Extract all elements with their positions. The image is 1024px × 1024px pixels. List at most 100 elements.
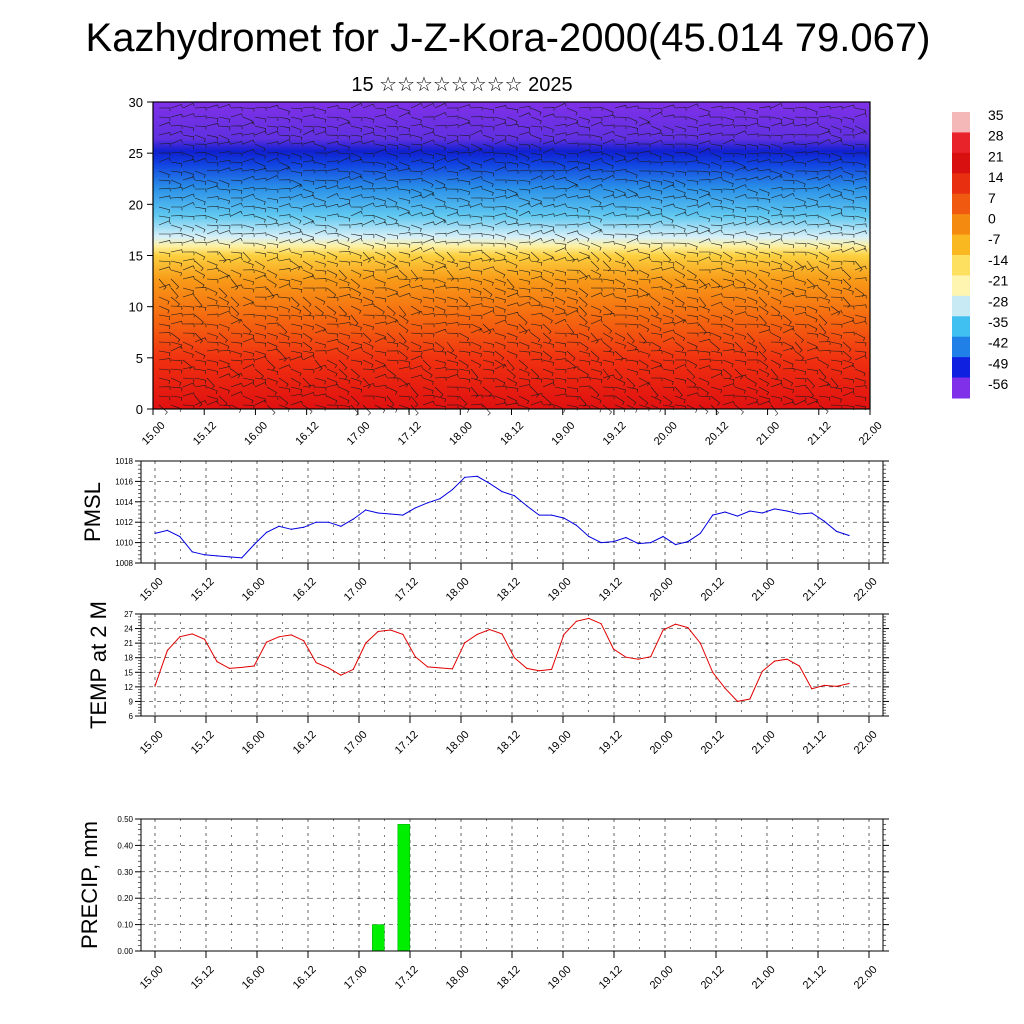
heatmap-x-tick-label: 17.12 <box>396 420 424 448</box>
data-point <box>674 544 677 546</box>
data-point <box>786 510 788 512</box>
data-point <box>798 513 801 515</box>
panel-frame <box>140 818 884 952</box>
data-point <box>241 557 243 559</box>
data-point <box>389 513 392 515</box>
y-axis-label: PRECIP, mm <box>77 821 102 949</box>
x-tick-label: 21.00 <box>750 964 778 992</box>
x-tick-label: 20.00 <box>648 576 676 604</box>
data-point <box>216 661 218 663</box>
heatmap-y-tick-label: 30 <box>129 95 143 110</box>
data-point <box>303 526 305 528</box>
data-point <box>203 554 206 556</box>
data-point <box>550 668 553 670</box>
x-tick-label: 18.12 <box>495 576 523 604</box>
data-point <box>377 512 379 514</box>
temperature-heatmap <box>153 102 870 409</box>
data-point <box>228 556 230 558</box>
data-point <box>811 512 813 514</box>
x-tick-label: 22.00 <box>852 729 880 757</box>
colorbar-swatch <box>952 377 970 399</box>
data-point <box>662 535 664 538</box>
x-tick-label: 18.00 <box>444 964 472 992</box>
x-tick-label: 18.12 <box>495 729 523 757</box>
data-point <box>265 641 268 643</box>
data-point <box>637 543 639 545</box>
data-point <box>290 634 292 636</box>
data-point <box>637 658 639 660</box>
x-tick-label: 20.12 <box>699 964 727 992</box>
colorbar-label: 14 <box>988 169 1004 185</box>
pmsl-panel: 15.00 15.12 16.00 16.12 17.00 17.12 18.00 18.12… <box>80 457 889 604</box>
data-point <box>241 666 243 669</box>
data-point <box>761 670 763 672</box>
data-point <box>724 687 726 689</box>
data-point <box>278 525 280 527</box>
colorbar-label: 7 <box>988 190 996 206</box>
x-tick-label: 16.12 <box>291 964 319 992</box>
x-tick-label: 20.00 <box>648 964 676 992</box>
data-point <box>253 544 255 546</box>
x-tick-label: 15.00 <box>138 964 166 992</box>
x-tick-label: 22.00 <box>852 964 880 992</box>
data-point <box>774 508 776 510</box>
data-point <box>513 657 515 659</box>
x-tick-label: 15.00 <box>138 729 166 757</box>
chart-title: Kazhydromet for J-Z-Kora-2000(45.014 79.… <box>85 16 931 60</box>
x-tick-label: 21.00 <box>750 729 778 757</box>
temp-panel: 15.00 15.12 16.00 16.12 17.00 17.12 18.00 18.12… <box>86 601 889 757</box>
data-point <box>749 698 751 700</box>
y-tick-label: 18 <box>124 654 133 663</box>
colorbar-swatch <box>952 132 970 154</box>
panel-frame <box>140 613 884 717</box>
colorbar-label: -14 <box>988 252 1008 268</box>
y-tick-label: 1010 <box>115 539 133 548</box>
data-point <box>600 623 602 625</box>
data-point <box>278 636 280 638</box>
data-point <box>588 535 590 538</box>
data-point <box>166 529 168 531</box>
data-point <box>179 636 181 638</box>
y-tick-label: 0.50 <box>117 815 133 824</box>
data-point <box>315 521 317 523</box>
data-point <box>836 530 838 532</box>
x-tick-label: 19.12 <box>597 729 625 757</box>
x-tick-label: 17.12 <box>393 576 421 604</box>
data-point <box>216 555 218 557</box>
data-point <box>761 512 763 514</box>
data-point <box>439 667 441 669</box>
data-point <box>228 667 230 670</box>
colorbar-label: -35 <box>988 314 1008 330</box>
x-tick-label: 17.00 <box>342 576 370 604</box>
colorbar-swatch <box>952 152 970 174</box>
heatmap-x-tick-label: 15.12 <box>191 420 219 448</box>
heatmap-x-tick-label: 21.12 <box>806 420 834 448</box>
data-point <box>340 525 342 527</box>
data-point <box>464 642 466 644</box>
y-tick-label: 27 <box>124 610 133 619</box>
data-point <box>724 511 726 513</box>
x-tick-label: 15.12 <box>189 964 217 992</box>
data-point <box>612 540 615 543</box>
data-point <box>315 661 317 664</box>
data-point <box>154 532 156 535</box>
x-tick-label: 21.12 <box>801 729 829 757</box>
x-tick-label: 21.00 <box>750 576 778 604</box>
precip-panel: 15.00 15.12 16.00 16.12 17.00 17.12 18.00 18.12… <box>77 815 889 992</box>
x-tick-label: 19.12 <box>597 576 625 604</box>
data-point <box>389 629 392 631</box>
data-point <box>290 528 292 530</box>
data-point <box>823 684 825 687</box>
data-point <box>563 517 565 519</box>
heatmap-y-tick-label: 5 <box>136 351 143 366</box>
data-point <box>687 540 689 543</box>
x-tick-label: 15.12 <box>189 729 217 757</box>
data-point <box>365 509 367 511</box>
x-tick-label: 16.12 <box>291 729 319 757</box>
data-point <box>489 628 491 631</box>
data-point <box>712 514 714 516</box>
x-tick-label: 21.12 <box>801 964 829 992</box>
x-tick-label: 15.12 <box>189 576 217 604</box>
heatmap-x-tick-label: 17.00 <box>345 420 373 448</box>
data-point <box>352 668 354 670</box>
